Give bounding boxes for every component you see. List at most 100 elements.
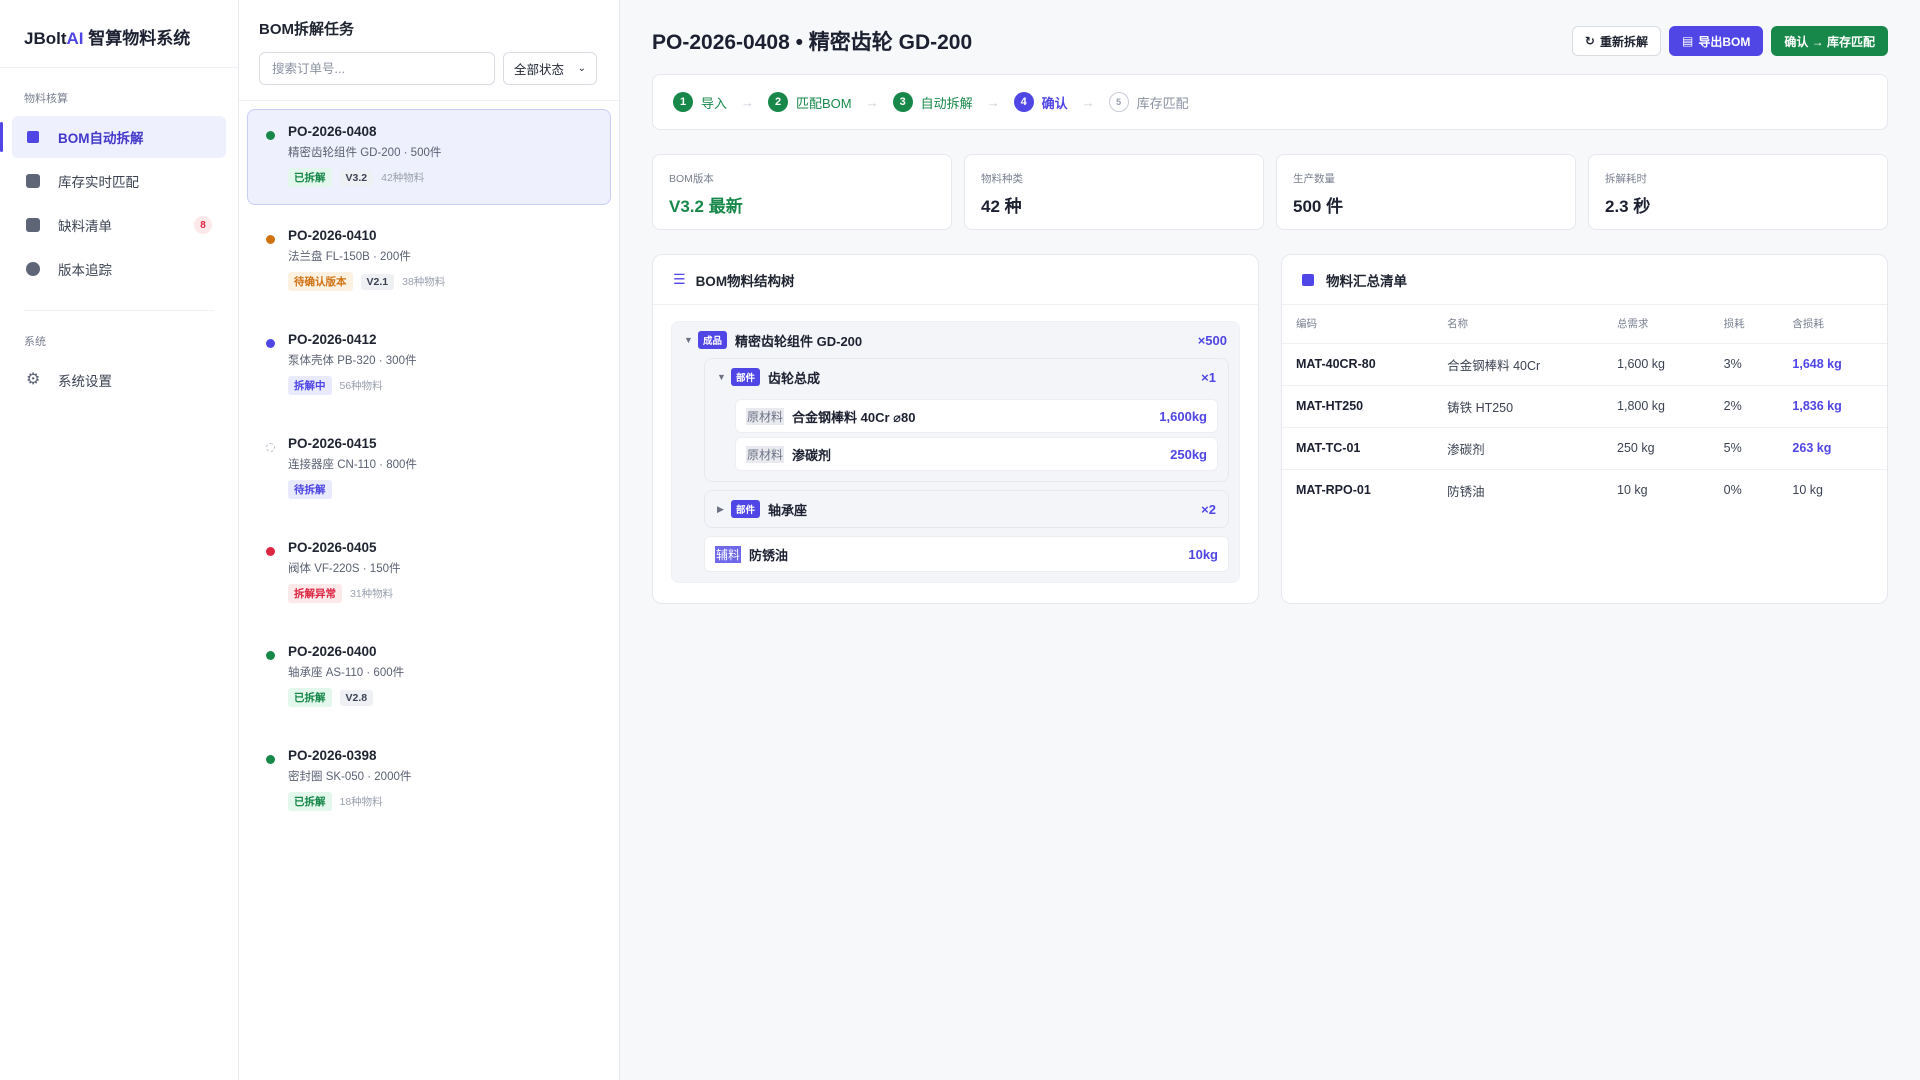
square-icon	[26, 174, 40, 188]
sidebar-item-shortage-list[interactable]: 缺料清单 8	[12, 204, 226, 246]
step-number: 3	[892, 92, 913, 112]
stat-card-material-types: 物料种类 42 种	[964, 154, 1264, 230]
cell-demand: 10 kg	[1617, 483, 1648, 498]
cell-demand: 250 kg	[1603, 427, 1710, 470]
status-filter-select[interactable]: 全部状态 ⌄	[503, 52, 597, 85]
cell-loss: 0%	[1723, 483, 1742, 498]
task-item[interactable]: PO-2026-0408 精密齿轮组件 GD-200 · 500件 已拆解 V3…	[247, 109, 611, 205]
task-item[interactable]: PO-2026-0412 泵体壳体 PB-320 · 300件 拆解中 56种物…	[247, 317, 611, 413]
tree-leaf[interactable]: 辅料 防锈油 10kg	[704, 536, 1229, 572]
step-import: 1 导入	[673, 92, 727, 112]
table-header-row: 编码 名称 总需求 损耗 含损耗	[1282, 305, 1887, 344]
material-count: 31种物料	[350, 588, 394, 600]
material-summary-table: 编码 名称 总需求 损耗 含损耗 MAT-40CR-80 合金钢棒料 40Cr …	[1282, 305, 1887, 511]
cell-loss: 5%	[1709, 427, 1779, 470]
bom-tree-panel: ☰ BOM物料结构树 ▼ 成品 精密齿轮组件 GD-200 ×500 ▼	[652, 254, 1259, 604]
status-badge: 已拆解	[288, 688, 332, 707]
node-name: 精密齿轮组件 GD-200	[735, 333, 863, 349]
cell-loss: 2%	[1709, 385, 1779, 428]
task-item[interactable]: PO-2026-0398 密封圈 SK-050 · 2000件 已拆解 18种物…	[247, 733, 611, 829]
sidebar-item-label: 版本追踪	[58, 263, 112, 278]
stat-card-bom-version: BOM版本 V3.2 最新	[652, 154, 952, 230]
node-name: 齿轮总成	[768, 370, 821, 386]
stat-label: 拆解耗时	[1605, 173, 1647, 185]
redo-decompose-button[interactable]: ↻ 重新拆解	[1571, 26, 1661, 56]
cell-code: MAT-HT250	[1282, 385, 1434, 428]
cell-loss: 3%	[1709, 343, 1779, 386]
tree-row[interactable]: ▼ 部件 齿轮总成 ×1	[705, 359, 1228, 395]
task-list-panel: BOM拆解任务 全部状态 ⌄ PO-2026-0408 精密齿轮组件 GD-20…	[239, 0, 620, 1080]
material-count: 38种物料	[402, 276, 446, 288]
order-search-input[interactable]	[259, 52, 495, 85]
arrow-right-icon: →	[1081, 94, 1095, 110]
sidebar-item-bom-decompose[interactable]: BOM自动拆解	[0, 116, 226, 158]
stat-value: 42 种	[981, 197, 1022, 216]
task-tags: 拆解异常 31种物料	[288, 584, 594, 603]
node-qty: 1,600kg	[1159, 408, 1207, 424]
task-tags: 拆解中 56种物料	[288, 376, 594, 395]
task-tags: 已拆解 V3.2 42种物料	[288, 168, 594, 187]
task-list-title: BOM拆解任务	[259, 21, 354, 38]
stat-card-production-qty: 生产数量 500 件	[1276, 154, 1576, 230]
task-filters: 全部状态 ⌄	[259, 52, 599, 85]
status-badge: 已拆解	[288, 168, 332, 187]
tree-node-root: ▼ 成品 精密齿轮组件 GD-200 ×500 ▼ 部件 齿轮总成 ×1	[671, 321, 1240, 583]
bom-tree: ▼ 成品 精密齿轮组件 GD-200 ×500 ▼ 部件 齿轮总成 ×1	[653, 305, 1258, 599]
cell-name: 防锈油	[1447, 484, 1485, 499]
type-badge: 辅料	[715, 545, 742, 563]
task-desc: 连接器座 CN-110 · 800件	[288, 459, 417, 471]
tree-row[interactable]: ▶ 部件 轴承座 ×2	[705, 491, 1228, 527]
step-label: 匹配BOM	[796, 95, 852, 111]
confirm-inventory-match-button[interactable]: 确认 → 库存匹配	[1771, 26, 1888, 56]
tree-leaf[interactable]: 原材料 合金钢棒料 40Cr ⌀80 1,600kg	[735, 399, 1218, 433]
material-count: 18种物料	[339, 796, 383, 808]
tree-leaf[interactable]: 原材料 渗碳剂 250kg	[735, 437, 1218, 471]
type-badge: 原材料	[746, 407, 785, 425]
status-dot	[266, 547, 275, 556]
page-title: PO-2026-0408 • 精密齿轮 GD-200	[652, 31, 973, 54]
status-filter-value: 全部状态	[514, 63, 565, 77]
sidebar-item-inventory-match[interactable]: 库存实时匹配	[12, 160, 226, 202]
sidebar-item-version-tracking[interactable]: 版本追踪	[12, 248, 226, 290]
caret-down-icon[interactable]: ▼	[717, 372, 726, 382]
step-number: 5	[1108, 92, 1129, 112]
sidebar-item-label: BOM自动拆解	[58, 131, 144, 146]
task-item[interactable]: PO-2026-0415 连接器座 CN-110 · 800件 待拆解	[247, 421, 611, 517]
caret-right-icon[interactable]: ▶	[717, 503, 724, 514]
type-badge: 部件	[731, 368, 761, 386]
button-label: 导出BOM	[1698, 34, 1751, 49]
material-count: 42种物料	[381, 172, 425, 184]
type-badge: 部件	[731, 500, 761, 518]
column-header: 总需求	[1603, 305, 1710, 344]
cell-total: 1,836 kg	[1778, 385, 1887, 428]
step-inventory-match: 5 库存匹配	[1108, 92, 1189, 112]
tree-children: 原材料 合金钢棒料 40Cr ⌀80 1,600kg 原材料 渗碳剂 250kg	[705, 399, 1228, 481]
status-badge: 拆解中	[288, 376, 332, 395]
version-badge: V2.8	[339, 689, 374, 706]
table-row[interactable]: MAT-HT250 铸铁 HT250 1,800 kg 2% 1,836 kg	[1282, 385, 1887, 428]
table-row[interactable]: MAT-40CR-80 合金钢棒料 40Cr 1,600 kg 3% 1,648…	[1282, 343, 1887, 386]
step-confirm: 4 确认	[1013, 92, 1068, 112]
task-item[interactable]: PO-2026-0410 法兰盘 FL-150B · 200件 待确认版本 V2…	[247, 213, 611, 309]
nav-section-system: 系统 ⚙ 系统设置	[0, 311, 238, 401]
node-qty: ×2	[1201, 501, 1216, 517]
task-item[interactable]: PO-2026-0405 阀体 VF-220S · 150件 拆解异常 31种物…	[247, 525, 611, 621]
clock-icon	[26, 262, 40, 276]
tree-node-bearing-seat: ▶ 部件 轴承座 ×2	[704, 490, 1229, 528]
sidebar-item-settings[interactable]: ⚙ 系统设置	[12, 359, 226, 401]
cell-name: 渗碳剂	[1433, 427, 1604, 470]
task-list-header: BOM拆解任务 全部状态 ⌄	[239, 0, 619, 101]
main-content: PO-2026-0408 • 精密齿轮 GD-200 ↻ 重新拆解 ▤ 导出BO…	[620, 0, 1920, 1080]
clipboard-icon	[26, 218, 40, 232]
brand-prefix: JBolt	[24, 29, 67, 48]
tree-row[interactable]: ▼ 成品 精密齿轮组件 GD-200 ×500	[672, 322, 1239, 358]
task-id: PO-2026-0398	[288, 748, 377, 763]
table-row[interactable]: MAT-TC-01 渗碳剂 250 kg 5% 263 kg	[1282, 427, 1887, 470]
material-count: 56种物料	[339, 380, 383, 392]
export-bom-button[interactable]: ▤ 导出BOM	[1668, 26, 1764, 56]
table-row[interactable]: MAT-RPO-01 防锈油 10 kg 0% 10 kg	[1282, 469, 1887, 511]
caret-down-icon[interactable]: ▼	[684, 335, 693, 345]
task-desc: 法兰盘 FL-150B · 200件	[288, 251, 411, 263]
task-item[interactable]: PO-2026-0400 轴承座 AS-110 · 600件 已拆解 V2.8	[247, 629, 611, 725]
status-dot	[266, 339, 275, 348]
